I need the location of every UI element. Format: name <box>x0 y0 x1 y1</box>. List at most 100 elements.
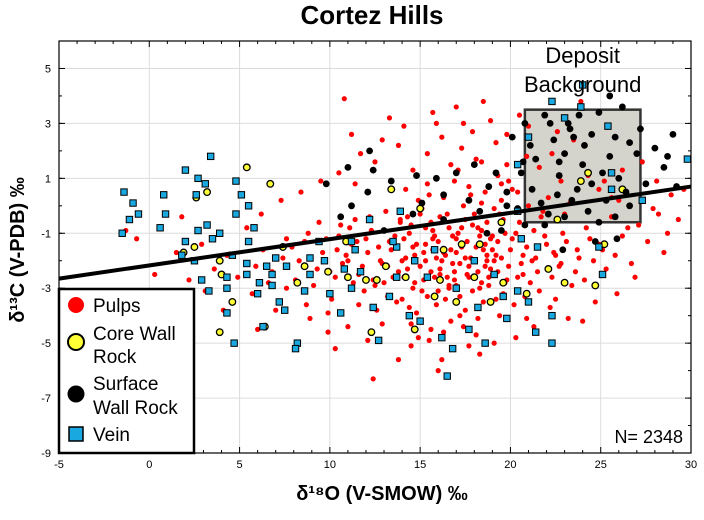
point-pulps <box>134 236 140 242</box>
point-pulps <box>590 258 597 264</box>
point-surface-wall-rock <box>626 139 634 147</box>
point-vein <box>517 235 525 243</box>
point-pulps <box>388 247 394 253</box>
point-surface-wall-rock <box>503 202 511 210</box>
point-surface-wall-rock <box>532 155 540 163</box>
point-vein <box>194 174 202 183</box>
point-vein <box>405 311 414 320</box>
point-surface-wall-rock <box>470 161 478 169</box>
point-surface-wall-rock <box>526 141 534 149</box>
x-tick-label: -5 <box>54 459 64 471</box>
point-pulps <box>439 258 445 264</box>
y-tick-label: -3 <box>41 283 51 295</box>
point-vein <box>595 243 603 251</box>
point-surface-wall-rock <box>579 161 587 169</box>
point-pulps <box>525 203 532 209</box>
point-vein <box>638 196 646 205</box>
point-pulps <box>433 120 439 126</box>
point-pulps <box>578 98 584 105</box>
point-vein <box>118 229 126 237</box>
point-surface-wall-rock <box>485 183 493 190</box>
point-pulps <box>516 219 523 225</box>
point-pulps <box>491 258 497 264</box>
point-vein <box>443 372 451 380</box>
point-pulps <box>504 162 510 168</box>
point-pulps <box>352 181 358 187</box>
point-pulps <box>511 302 517 308</box>
point-surface-wall-rock <box>573 185 581 193</box>
point-pulps <box>320 249 326 256</box>
point-pulps <box>314 266 320 272</box>
point-pulps <box>446 282 452 289</box>
point-vein <box>255 279 264 287</box>
point-vein <box>291 344 300 353</box>
point-core-wall-rock <box>300 262 309 271</box>
point-pulps <box>668 192 674 198</box>
point-pulps <box>518 260 524 267</box>
y-tick-label: -1 <box>41 228 51 240</box>
point-vein <box>578 81 587 89</box>
point-surface-wall-rock <box>564 120 572 127</box>
point-pulps <box>415 335 421 341</box>
point-pulps <box>255 326 261 332</box>
point-pulps <box>408 321 414 327</box>
point-pulps <box>424 181 430 187</box>
point-pulps <box>675 216 681 223</box>
point-pulps <box>531 324 537 330</box>
point-pulps <box>307 315 313 322</box>
point-surface-wall-rock <box>611 213 619 221</box>
point-pulps <box>565 315 571 322</box>
point-core-wall-rock <box>324 267 333 276</box>
point-core-wall-rock <box>430 292 439 301</box>
point-surface-wall-rock <box>521 221 529 229</box>
point-pulps <box>619 167 625 173</box>
point-surface-wall-rock <box>432 174 440 182</box>
point-vein <box>326 289 334 298</box>
point-pulps <box>469 129 476 135</box>
point-vein <box>533 243 542 251</box>
point-pulps <box>574 247 580 253</box>
point-pulps <box>173 249 179 256</box>
point-surface-wall-rock <box>483 229 491 237</box>
point-pulps <box>482 263 488 269</box>
point-vein <box>465 325 473 334</box>
point-pulps <box>493 296 499 302</box>
point-vein <box>336 309 345 317</box>
point-pulps <box>507 247 514 253</box>
point-pulps <box>603 266 609 272</box>
point-vein <box>120 188 128 196</box>
point-core-wall-rock <box>560 278 569 287</box>
point-surface-wall-rock <box>633 150 641 158</box>
point-surface-wall-rock <box>584 207 592 215</box>
point-pulps <box>529 258 535 264</box>
point-pulps <box>486 282 492 289</box>
point-surface-wall-rock <box>546 120 554 127</box>
point-pulps <box>473 156 479 162</box>
point-pulps <box>460 120 467 126</box>
point-pulps <box>430 227 436 234</box>
point-vein <box>369 303 377 312</box>
point-pulps <box>379 321 385 327</box>
point-pulps <box>513 335 519 341</box>
point-vein <box>604 122 612 130</box>
point-pulps <box>152 271 158 278</box>
point-vein <box>197 276 206 284</box>
point-pulps <box>361 288 367 294</box>
annotations: Deposit Background N= 2348 <box>524 43 683 447</box>
point-surface-wall-rock <box>555 158 563 166</box>
point-surface-wall-rock <box>348 202 355 210</box>
point-vein <box>524 298 533 306</box>
point-pulps <box>404 266 411 272</box>
point-pulps <box>583 225 589 231</box>
point-vein <box>598 270 607 279</box>
point-pulps <box>558 260 564 267</box>
point-pulps <box>433 302 439 308</box>
trendline <box>58 184 692 281</box>
point-vein <box>205 287 213 295</box>
point-pulps <box>325 310 331 316</box>
point-pulps <box>466 343 472 349</box>
point-pulps <box>377 258 384 264</box>
point-vein <box>448 344 457 353</box>
point-pulps <box>338 222 344 228</box>
point-pulps <box>417 263 423 269</box>
